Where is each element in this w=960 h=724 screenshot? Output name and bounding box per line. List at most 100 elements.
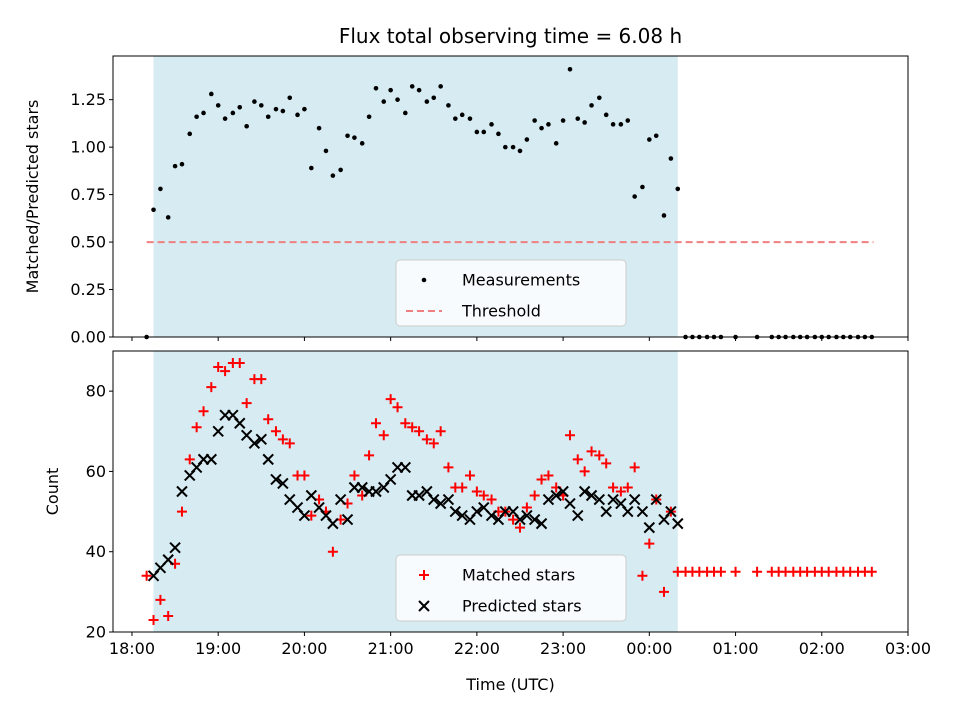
data-point bbox=[388, 87, 393, 93]
data-point bbox=[241, 398, 252, 409]
series-measurements bbox=[144, 66, 875, 340]
data-point bbox=[373, 85, 379, 91]
data-point bbox=[675, 186, 681, 192]
data-point bbox=[298, 509, 311, 522]
data-point bbox=[201, 110, 206, 116]
data-point bbox=[589, 103, 594, 108]
data-point bbox=[464, 470, 475, 481]
data-point bbox=[222, 116, 228, 121]
data-point bbox=[449, 505, 462, 518]
legend: Measurements Threshold bbox=[395, 259, 627, 327]
legend-label: Predicted stars bbox=[462, 597, 582, 616]
data-point bbox=[442, 493, 455, 506]
data-point bbox=[579, 466, 590, 477]
data-point bbox=[521, 509, 533, 522]
legend-label: Measurements bbox=[462, 271, 580, 290]
data-point bbox=[169, 541, 181, 554]
y-tick-label: 0.50 bbox=[70, 233, 106, 252]
data-point bbox=[478, 490, 489, 501]
y-tick-label: 1.00 bbox=[70, 138, 106, 157]
data-point bbox=[359, 141, 365, 146]
data-point bbox=[601, 458, 612, 469]
data-point bbox=[395, 97, 400, 102]
data-point bbox=[594, 450, 605, 461]
data-point bbox=[453, 116, 458, 121]
data-point bbox=[485, 509, 498, 522]
data-point bbox=[557, 485, 569, 498]
y-tick-label: 60 bbox=[86, 462, 106, 481]
legend-box bbox=[395, 259, 627, 327]
legend: Matched stars Predicted stars bbox=[395, 554, 627, 622]
count-panel: 20 40 60 80 18:00 19:00 20:00 21:00 22:00 23:00 00… bbox=[43, 350, 931, 694]
legend-label: Matched stars bbox=[462, 566, 575, 585]
data-point bbox=[647, 137, 652, 142]
data-point bbox=[572, 454, 583, 465]
data-point bbox=[341, 513, 354, 526]
data-point bbox=[597, 95, 602, 101]
x-tick-label: 01:00 bbox=[712, 639, 758, 658]
data-point bbox=[349, 470, 360, 481]
data-point bbox=[474, 129, 480, 135]
data-point bbox=[446, 103, 451, 108]
legend-label: Threshold bbox=[461, 302, 541, 321]
data-point bbox=[486, 494, 497, 505]
ratio-panel: 0.00 0.25 0.50 0.75 1.00 1.25 Matched/Predicte… bbox=[23, 24, 909, 347]
y-tick-label: 80 bbox=[86, 382, 106, 401]
data-point bbox=[338, 167, 343, 173]
data-point bbox=[162, 554, 174, 566]
data-point bbox=[212, 425, 224, 437]
data-point bbox=[529, 490, 540, 501]
data-point bbox=[244, 123, 249, 129]
data-point bbox=[650, 493, 662, 506]
data-point bbox=[284, 438, 295, 449]
data-point bbox=[277, 434, 288, 445]
data-point bbox=[302, 106, 307, 112]
data-point bbox=[234, 417, 246, 429]
data-point bbox=[305, 489, 318, 502]
data-point bbox=[543, 470, 554, 481]
series-matched-stars bbox=[141, 358, 877, 625]
data-point bbox=[471, 505, 483, 518]
data-point bbox=[220, 366, 231, 377]
data-point bbox=[287, 95, 293, 101]
data-point bbox=[438, 84, 443, 89]
x-tick-label: 21:00 bbox=[368, 639, 414, 658]
data-point bbox=[151, 207, 156, 213]
data-point bbox=[378, 430, 389, 441]
data-point bbox=[158, 186, 163, 192]
data-point bbox=[208, 91, 214, 97]
data-point bbox=[316, 125, 322, 131]
data-point bbox=[572, 509, 584, 522]
data-point bbox=[366, 114, 372, 120]
data-point bbox=[510, 144, 516, 150]
y-tick-label: 0.75 bbox=[70, 185, 106, 204]
axes-frame bbox=[112, 350, 909, 633]
data-point bbox=[542, 493, 555, 506]
series-predicted-stars bbox=[147, 409, 684, 582]
data-point bbox=[165, 215, 171, 220]
data-point bbox=[309, 165, 314, 171]
data-point bbox=[416, 87, 422, 93]
data-point bbox=[237, 104, 243, 110]
data-point bbox=[435, 426, 446, 437]
y-tick-label: 1.25 bbox=[70, 90, 106, 109]
y-tick-label: 0.25 bbox=[70, 280, 106, 299]
legend-marker bbox=[419, 570, 429, 580]
data-point bbox=[632, 194, 637, 199]
data-point bbox=[489, 122, 494, 127]
data-point bbox=[536, 474, 547, 485]
y-tick-label: 0.00 bbox=[70, 328, 106, 347]
data-point bbox=[615, 486, 626, 497]
data-point bbox=[637, 570, 648, 581]
axes-frame bbox=[112, 55, 909, 338]
data-point bbox=[586, 446, 597, 457]
data-point bbox=[327, 517, 339, 530]
data-point bbox=[866, 566, 877, 577]
data-point bbox=[585, 489, 598, 502]
x-axis-label: Time (UTC) bbox=[465, 675, 554, 694]
data-point bbox=[327, 546, 338, 557]
data-point bbox=[424, 99, 430, 104]
data-point bbox=[629, 462, 640, 473]
data-point bbox=[155, 594, 166, 605]
